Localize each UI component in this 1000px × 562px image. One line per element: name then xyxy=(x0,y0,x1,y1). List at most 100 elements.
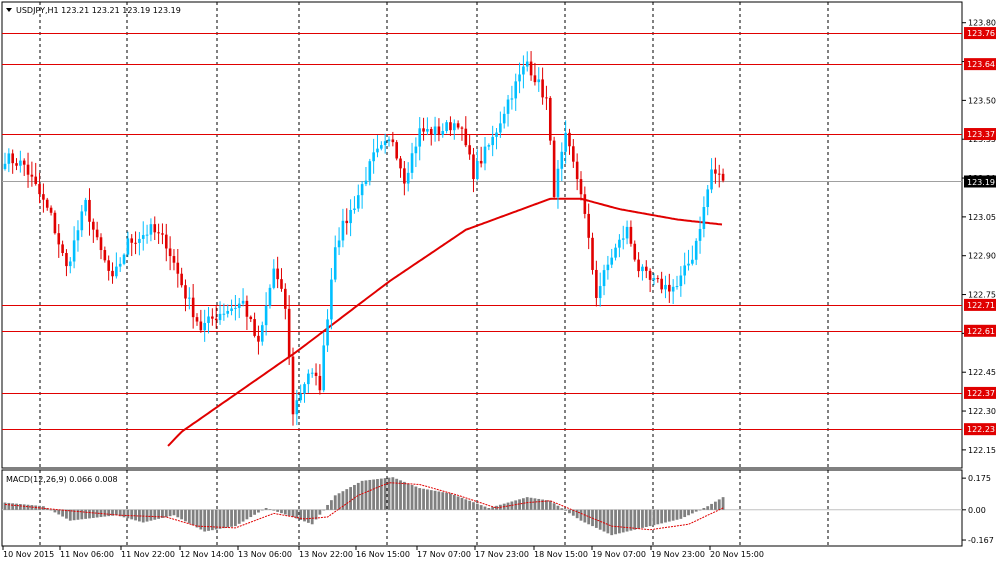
macd-tick-label: -0.167 xyxy=(968,536,994,545)
candle-body xyxy=(445,122,448,132)
candle-body xyxy=(479,160,483,164)
macd-hist-bar xyxy=(153,509,157,520)
macd-hist-bar xyxy=(667,509,671,522)
macd-hist-bar xyxy=(479,505,483,510)
macd-hist-bar xyxy=(65,509,68,519)
current-price-tag xyxy=(964,175,996,188)
macd-hist-bar xyxy=(264,508,268,510)
candle-body xyxy=(399,158,402,169)
candle-body xyxy=(518,74,521,82)
candle-body xyxy=(161,233,164,235)
macd-hist-bar xyxy=(22,504,26,510)
macd-panel xyxy=(2,477,962,536)
candle-body xyxy=(644,266,648,271)
dropdown-triangle-icon[interactable] xyxy=(6,8,12,12)
candle-body xyxy=(272,268,276,288)
current-price-label: 123.19 xyxy=(967,178,995,187)
candle-body xyxy=(195,317,199,322)
macd-hist-bar xyxy=(195,509,199,528)
candle-body xyxy=(356,195,360,209)
macd-hist-bar xyxy=(395,478,399,510)
candle-body xyxy=(68,261,72,267)
candle-body xyxy=(230,308,233,311)
macd-hist-bar xyxy=(537,498,541,510)
macd-hist-bar xyxy=(717,499,721,510)
macd-hist-bar xyxy=(333,495,337,510)
price-tick-label: 122.45 xyxy=(968,368,996,377)
candle-body xyxy=(310,372,314,374)
candle-body xyxy=(88,199,91,222)
macd-hist-bar xyxy=(107,509,111,517)
candle-body xyxy=(629,226,633,244)
candle-body xyxy=(552,140,556,197)
candle-body xyxy=(721,173,725,181)
candle-body xyxy=(587,213,590,238)
macd-hist-bar xyxy=(587,509,591,525)
candle-body xyxy=(322,345,326,391)
candle-body xyxy=(222,313,226,315)
macd-hist-bar xyxy=(568,509,571,514)
candle-body xyxy=(134,242,137,244)
macd-hist-bar xyxy=(214,509,218,530)
candle-body xyxy=(333,247,337,280)
candle-body xyxy=(499,123,502,133)
macd-hist-bar xyxy=(145,509,149,522)
macd-hist-bar xyxy=(525,497,529,510)
macd-hist-bar xyxy=(176,509,180,518)
candle-body xyxy=(7,153,11,164)
candle-body xyxy=(556,168,560,197)
candle-body xyxy=(625,226,629,239)
candle-body xyxy=(633,243,637,260)
macd-hist-bar xyxy=(84,509,88,519)
level-price-label: 123.76 xyxy=(967,29,995,38)
macd-hist-bar xyxy=(138,509,141,522)
macd-hist-bar xyxy=(161,509,164,518)
candle-body xyxy=(253,319,256,336)
macd-hist-bar xyxy=(383,478,387,510)
macd-hist-bar xyxy=(80,509,84,520)
macd-hist-bar xyxy=(410,484,414,510)
candle-body xyxy=(138,238,141,243)
macd-hist-bar xyxy=(245,509,249,520)
candle-body xyxy=(495,132,498,137)
candle-body xyxy=(53,212,57,234)
candle-body xyxy=(548,97,552,141)
macd-hist-bar xyxy=(49,509,53,511)
candle-body xyxy=(295,400,299,415)
candle-body xyxy=(437,126,441,135)
macd-hist-bar xyxy=(618,509,621,534)
candle-body xyxy=(57,233,61,245)
time-tick-label: 11 Nov 06:00 xyxy=(60,550,114,559)
candle-body xyxy=(314,372,318,376)
candle-body xyxy=(702,207,706,229)
macd-hist-bar xyxy=(26,504,30,510)
macd-hist-bar xyxy=(72,509,76,521)
candle-body xyxy=(360,184,364,196)
candle-body xyxy=(687,263,690,266)
level-price-tag xyxy=(964,128,996,141)
macd-hist-bar xyxy=(641,509,644,528)
macd-hist-bar xyxy=(387,477,391,510)
candle-body xyxy=(583,194,587,214)
macd-hist-bar xyxy=(418,488,422,510)
macd-hist-bar xyxy=(326,504,329,510)
macd-hist-bar xyxy=(122,509,126,518)
macd-hist-bar xyxy=(475,503,479,510)
candle-body xyxy=(111,270,114,277)
macd-hist-bar xyxy=(287,509,291,516)
macd-hist-bar xyxy=(57,509,61,515)
time-tick-label: 13 Nov 22:00 xyxy=(299,550,353,559)
level-price-label: 122.61 xyxy=(967,327,995,336)
candle-body xyxy=(234,307,237,309)
candlesticks xyxy=(3,51,725,426)
candle-body xyxy=(45,199,49,208)
macd-hist-bar xyxy=(694,509,698,512)
candle-body xyxy=(19,160,22,166)
price-tick-label: 123.50 xyxy=(968,96,996,105)
macd-hist-bar xyxy=(548,500,552,510)
macd-hist-bar xyxy=(487,508,491,510)
macd-hist-bar xyxy=(249,509,253,518)
candle-body xyxy=(349,209,352,224)
time-tick-label: 18 Nov 15:00 xyxy=(534,550,588,559)
